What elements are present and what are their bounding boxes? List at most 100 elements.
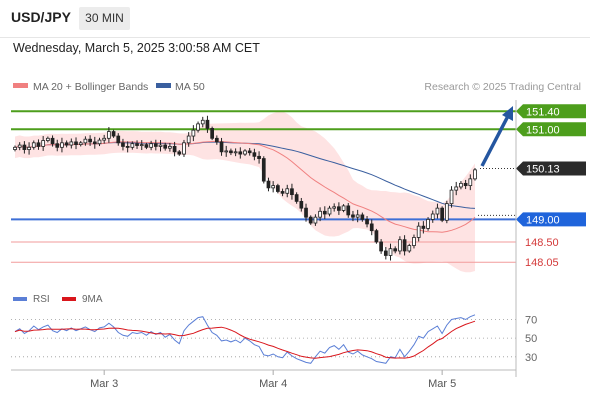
level-label-150.13: 150.13 [526, 163, 560, 175]
candle-body [444, 203, 449, 221]
price-levels: 151.40 151.00 150.13 149.00 148.50 148.05 [11, 104, 586, 269]
candle [205, 115, 210, 133]
candle-body [426, 219, 430, 229]
ma9-legend-label: 9MA [82, 294, 103, 305]
candle [153, 139, 158, 151]
symbol-title: USD/JPY [11, 9, 71, 25]
candle-body [261, 158, 266, 182]
candle-body [27, 146, 31, 150]
candle-body [412, 237, 416, 246]
candle [388, 243, 393, 261]
candle-body [355, 214, 360, 218]
timeframe-button[interactable]: 30 MIN [79, 7, 130, 30]
rsi-tick-50: 50 [525, 333, 537, 345]
candle-body [158, 144, 163, 147]
chart-header: USD/JPY 30 MIN [0, 0, 590, 38]
candle [27, 142, 31, 155]
candle-body [144, 144, 149, 148]
rsi-legend-label: RSI [33, 294, 50, 305]
level-label-148.50: 148.50 [525, 237, 559, 249]
candle-body [430, 213, 435, 220]
candle [299, 197, 304, 212]
level-label-149.00: 149.00 [526, 214, 560, 226]
candle [219, 137, 224, 156]
x-tick-label: Mar 5 [428, 378, 456, 390]
candle [398, 236, 402, 255]
level-label-151.00: 151.00 [526, 124, 560, 136]
candle [116, 133, 121, 146]
candle [22, 141, 27, 154]
candle-body [318, 210, 322, 218]
candle [243, 149, 247, 156]
candle-body [92, 141, 97, 145]
candle [121, 138, 125, 151]
candle [238, 147, 243, 159]
candle-body [60, 142, 64, 148]
candle-body [135, 143, 139, 146]
candle [135, 140, 139, 149]
candle-body [440, 207, 444, 221]
rsi-tick-70: 70 [525, 314, 537, 326]
candle-body [149, 143, 153, 148]
candle [46, 136, 50, 143]
candle [31, 140, 36, 150]
candle-body [64, 142, 69, 146]
candle-body [454, 186, 459, 191]
candle-body [177, 151, 182, 155]
candle-body [374, 230, 379, 243]
candle [60, 137, 64, 153]
candle-body [280, 191, 285, 194]
rsi-line [14, 314, 476, 364]
candle [383, 246, 388, 260]
candle [402, 235, 407, 256]
candle-body [69, 141, 74, 146]
candle-body [238, 151, 243, 155]
credit-text: Research © 2025 Trading Central [424, 81, 581, 93]
candle-body [88, 138, 92, 143]
candle [322, 206, 327, 220]
candle-body [125, 146, 130, 148]
candle [454, 181, 459, 196]
candle [97, 137, 102, 147]
x-axis: Mar 3 Mar 4 Mar 5 [90, 370, 456, 390]
level-label-148.05: 148.05 [525, 257, 559, 269]
candle-body [243, 150, 247, 155]
ma50-legend-label: MA 50 [175, 81, 205, 93]
candle-body [121, 142, 125, 147]
candle [360, 212, 365, 222]
candle [69, 138, 74, 149]
candle-body [365, 219, 369, 225]
candle [327, 205, 332, 217]
candle [271, 181, 276, 193]
candle [130, 141, 135, 150]
candle-body [163, 144, 168, 149]
ma9-legend-swatch [62, 297, 76, 301]
candle-body [402, 239, 407, 252]
candle-body [229, 150, 233, 154]
candle [196, 121, 200, 133]
candle-body [36, 142, 41, 147]
level-tag-151.40 [516, 104, 586, 119]
candle-body [210, 127, 214, 139]
rsi-tick-30: 30 [525, 352, 537, 364]
candle [308, 215, 313, 225]
candle-body [17, 144, 22, 148]
candle [313, 214, 318, 226]
candle [421, 221, 426, 234]
ma20-legend-label: MA 20 + Bollinger Bands [33, 81, 148, 93]
bollinger-band-area [15, 111, 475, 273]
candle [149, 140, 153, 151]
candle-body [172, 146, 177, 153]
candle-body [459, 182, 463, 188]
candle-body [111, 131, 116, 137]
candle [351, 210, 355, 222]
level-tag-150.13 [516, 161, 586, 176]
candle [426, 217, 430, 231]
moving-averages [14, 140, 476, 233]
candle-body [473, 169, 477, 180]
candle-body [313, 216, 318, 224]
candle [83, 136, 88, 146]
candle [210, 126, 214, 141]
candle [393, 246, 398, 254]
